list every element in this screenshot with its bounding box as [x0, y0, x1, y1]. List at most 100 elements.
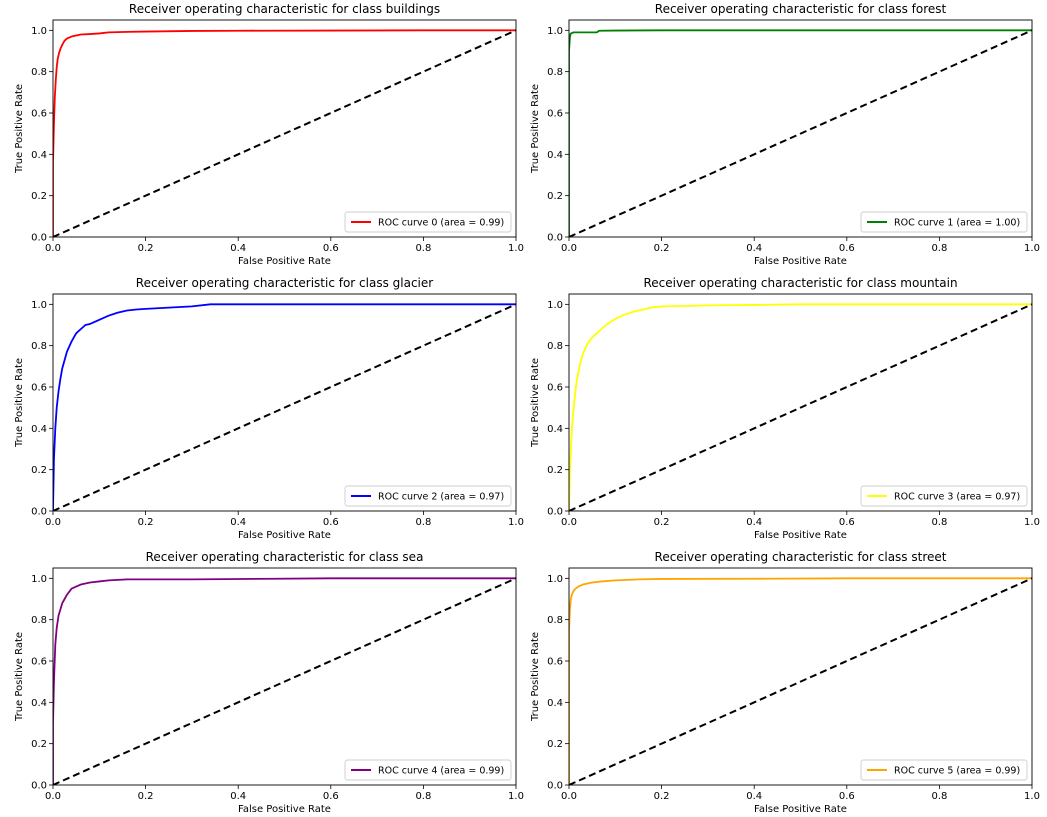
legend: ROC curve 3 (area = 0.97)	[860, 485, 1028, 507]
x-tick-label: 0.8	[415, 243, 431, 254]
chance-diagonal-line	[53, 303, 516, 511]
y-tick-label: 0.0	[31, 507, 47, 518]
x-tick-label: 0.4	[746, 517, 762, 528]
y-tick-label: 1.0	[31, 26, 47, 37]
y-tick-label: 0.6	[547, 657, 563, 668]
roc-curve-line	[569, 577, 1032, 785]
x-tick-label: 0.4	[230, 517, 246, 528]
x-tick-label: 0.4	[230, 791, 246, 802]
chart-title: Receiver operating characteristic for cl…	[129, 2, 440, 16]
axes-frame	[52, 293, 517, 512]
y-tick-label: 0.8	[31, 67, 47, 78]
legend-box	[860, 211, 1028, 233]
legend-box	[344, 485, 512, 507]
y-tick-label: 1.0	[547, 26, 563, 37]
x-tick-label: 0.6	[323, 791, 339, 802]
x-axis-label: False Positive Rate	[238, 256, 331, 267]
plot-area	[569, 303, 1032, 511]
legend-box	[860, 485, 1028, 507]
chance-diagonal-line	[569, 577, 1032, 785]
roc-curve-line	[569, 29, 1032, 237]
roc-chart-5: Receiver operating characteristic for cl…	[530, 550, 1040, 815]
legend-box	[344, 759, 512, 781]
legend-entry: ROC curve 0 (area = 0.99)	[378, 218, 504, 229]
x-tick-label: 0.2	[138, 243, 154, 254]
x-axis-label: False Positive Rate	[754, 256, 847, 267]
y-tick-label: 1.0	[31, 574, 47, 585]
x-tick-label: 0.0	[45, 517, 61, 528]
roc-chart-1: Receiver operating characteristic for cl…	[530, 2, 1040, 267]
y-tick-label: 0.6	[31, 109, 47, 120]
axes-frame	[568, 293, 1033, 512]
axes-frame	[52, 19, 517, 238]
y-tick-label: 0.4	[547, 150, 563, 161]
x-tick-label: 0.2	[654, 517, 670, 528]
chance-diagonal-line	[569, 303, 1032, 511]
y-tick-label: 1.0	[547, 300, 563, 311]
y-tick-label: 0.6	[547, 383, 563, 394]
y-tick-label: 0.2	[31, 191, 47, 202]
x-axis-label: False Positive Rate	[238, 804, 331, 815]
y-tick-label: 0.6	[31, 657, 47, 668]
x-tick-label: 0.6	[839, 517, 855, 528]
legend-entry: ROC curve 2 (area = 0.97)	[378, 492, 504, 503]
x-tick-label: 1.0	[1024, 243, 1040, 254]
chart-title: Receiver operating characteristic for cl…	[655, 2, 947, 16]
y-tick-label: 0.2	[547, 465, 563, 476]
x-tick-label: 0.4	[746, 243, 762, 254]
x-tick-label: 1.0	[1024, 791, 1040, 802]
chance-diagonal-line	[53, 29, 516, 237]
legend-box	[860, 759, 1028, 781]
x-tick-label: 0.8	[931, 791, 947, 802]
y-tick-label: 0.6	[31, 383, 47, 394]
legend: ROC curve 2 (area = 0.97)	[344, 485, 512, 507]
y-axis-label: True Positive Rate	[14, 84, 25, 174]
x-tick-label: 0.0	[45, 243, 61, 254]
axes-frame	[568, 567, 1033, 786]
legend-box	[344, 211, 512, 233]
chance-diagonal-line	[53, 577, 516, 785]
legend-entry: ROC curve 5 (area = 0.99)	[894, 766, 1020, 777]
chart-title: Receiver operating characteristic for cl…	[146, 550, 424, 564]
axes-frame	[568, 19, 1033, 238]
legend-entry: ROC curve 3 (area = 0.97)	[894, 492, 1020, 503]
x-tick-label: 0.6	[323, 517, 339, 528]
y-axis-label: True Positive Rate	[530, 632, 541, 722]
plot-area	[53, 303, 516, 511]
x-tick-label: 0.2	[654, 791, 670, 802]
y-axis-label: True Positive Rate	[530, 84, 541, 174]
x-tick-label: 0.8	[415, 791, 431, 802]
x-tick-label: 0.8	[931, 243, 947, 254]
chart-title: Receiver operating characteristic for cl…	[643, 276, 957, 290]
y-tick-label: 0.8	[547, 67, 563, 78]
y-tick-label: 0.0	[547, 233, 563, 244]
x-tick-label: 0.2	[138, 791, 154, 802]
x-tick-label: 0.8	[931, 517, 947, 528]
roc-chart-4: Receiver operating characteristic for cl…	[14, 550, 524, 815]
roc-curve-line	[569, 303, 1032, 511]
axes-frame	[52, 567, 517, 786]
x-tick-label: 0.8	[415, 517, 431, 528]
x-tick-label: 0.4	[230, 243, 246, 254]
roc-chart-2: Receiver operating characteristic for cl…	[14, 276, 524, 541]
y-tick-label: 0.4	[31, 698, 47, 709]
y-axis-label: True Positive Rate	[14, 632, 25, 722]
y-tick-label: 0.4	[547, 698, 563, 709]
x-axis-label: False Positive Rate	[238, 530, 331, 541]
x-tick-label: 0.6	[839, 791, 855, 802]
y-tick-label: 0.2	[31, 739, 47, 750]
legend: ROC curve 4 (area = 0.99)	[344, 759, 512, 781]
y-tick-label: 1.0	[31, 300, 47, 311]
y-tick-label: 0.0	[31, 233, 47, 244]
y-tick-label: 1.0	[547, 574, 563, 585]
legend: ROC curve 5 (area = 0.99)	[860, 759, 1028, 781]
x-tick-label: 0.0	[45, 791, 61, 802]
roc-chart-0: Receiver operating characteristic for cl…	[14, 2, 524, 267]
chart-title: Receiver operating characteristic for cl…	[655, 550, 947, 564]
roc-curve-line	[53, 577, 516, 785]
x-tick-label: 0.2	[138, 517, 154, 528]
y-tick-label: 0.8	[31, 341, 47, 352]
plot-area	[569, 577, 1032, 785]
y-axis-label: True Positive Rate	[14, 358, 25, 448]
legend-entry: ROC curve 4 (area = 0.99)	[378, 766, 504, 777]
